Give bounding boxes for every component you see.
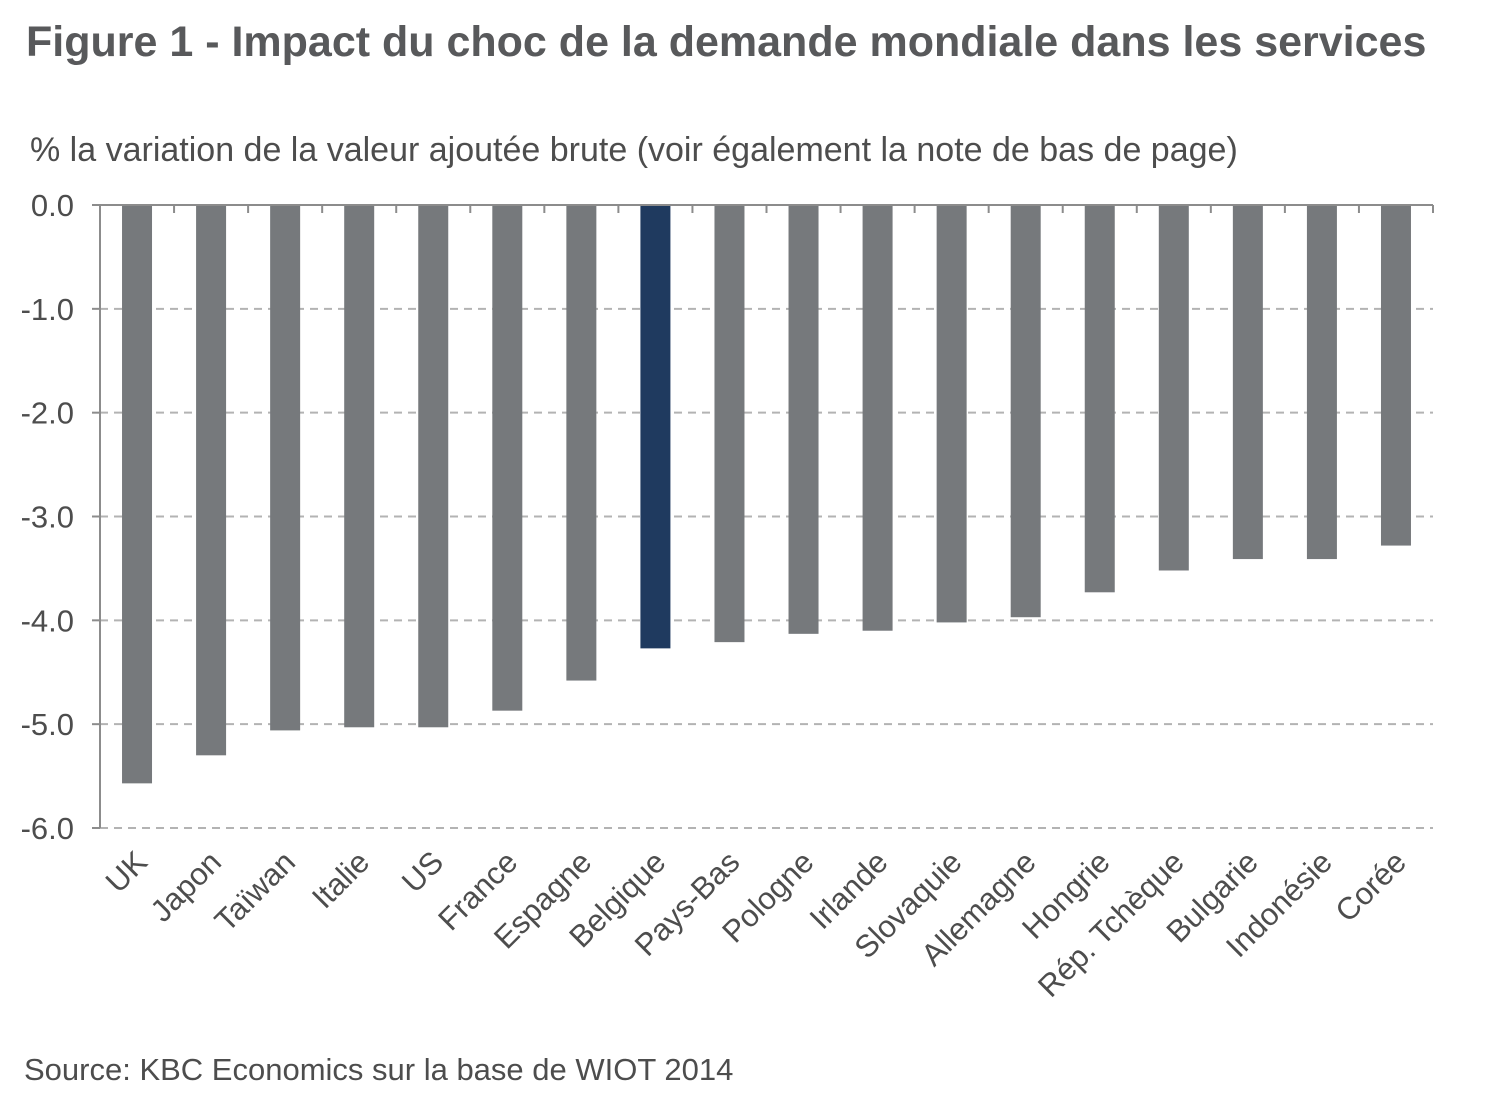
bars (122, 205, 1411, 784)
x-category-label: UK (99, 844, 154, 899)
bar-r-p-tch-que (1158, 205, 1189, 571)
bar-slovaquie (936, 205, 967, 623)
y-tick-label: 0.0 (31, 188, 74, 223)
bar-belgique (640, 205, 671, 649)
grid-lines (100, 307, 1433, 829)
bar-bulgarie (1232, 205, 1263, 560)
bar-us (418, 205, 449, 728)
chart-subtitle: % la variation de la valeur ajoutée brut… (30, 131, 1238, 169)
source-note: Source: KBC Economics sur la base de WIO… (24, 1052, 734, 1087)
bar-espagne (566, 205, 597, 681)
y-tick-labels: 0.0 -1.0 -2.0 -3.0 -4.0 -5.0 -6.0 (21, 188, 74, 846)
axes (92, 204, 1434, 829)
bar-indon-sie (1306, 205, 1337, 560)
x-category-label: Italie (305, 844, 376, 915)
y-tick-label: -5.0 (21, 707, 74, 742)
bar-allemagne (1010, 205, 1041, 618)
bar-pologne (788, 205, 819, 634)
bar-ta-wan (270, 205, 301, 731)
y-tick-label: -6.0 (21, 811, 74, 846)
bar-france (492, 205, 523, 711)
bar-hongrie (1084, 205, 1115, 593)
y-tick-label: -4.0 (21, 603, 74, 638)
y-tick-label: -1.0 (21, 292, 74, 327)
bar-uk (122, 205, 153, 784)
bar-pays-bas (714, 205, 745, 643)
bar-italie (344, 205, 375, 728)
y-tick-label: -3.0 (21, 500, 74, 535)
x-category-label: Taïwan (208, 844, 302, 938)
bar-cor-e (1380, 205, 1411, 546)
x-category-label: Corée (1328, 844, 1412, 928)
bar-irlande (862, 205, 893, 631)
chart-title: Figure 1 - Impact du choc de la demande … (26, 18, 1427, 66)
bar-chart: 0.0-1.0-2.0-3.0-4.0-5.0-6.0 UKJaponTaïwa… (21, 188, 1434, 1004)
y-tick-label: -2.0 (21, 396, 74, 431)
bar-japon (196, 205, 227, 756)
x-category-label: US (395, 844, 450, 899)
